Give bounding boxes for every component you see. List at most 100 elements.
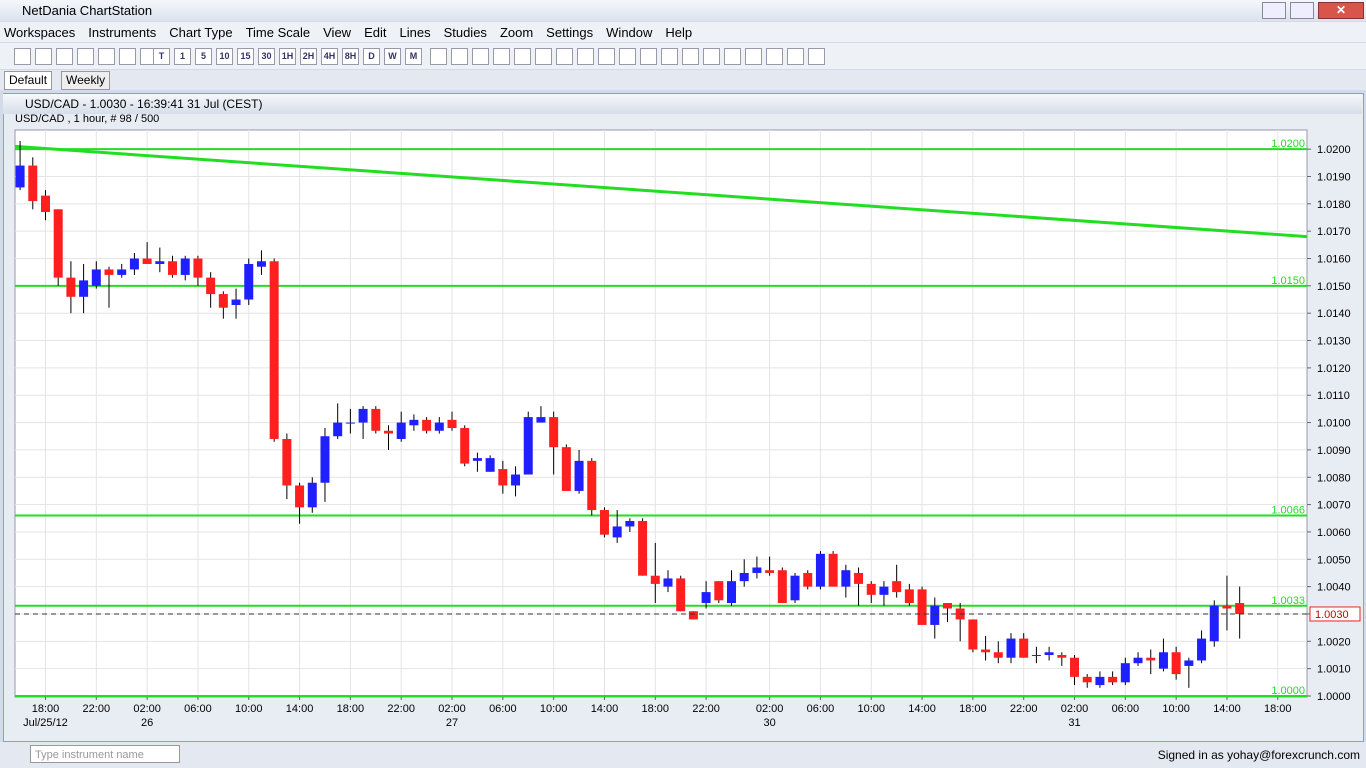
candle-body xyxy=(917,589,927,625)
period-button[interactable]: 4H xyxy=(321,48,338,65)
candle-body xyxy=(460,428,470,464)
candle-body xyxy=(383,430,393,434)
y-tick-label: 1.0140 xyxy=(1317,308,1351,320)
toolbar-icon[interactable] xyxy=(745,48,762,65)
menu-item[interactable]: Edit xyxy=(364,24,387,40)
x-tick-label: 18:00 xyxy=(959,703,987,715)
candle-body xyxy=(574,460,584,491)
toolbar-icon[interactable] xyxy=(724,48,741,65)
toolbar-icon[interactable] xyxy=(577,48,594,65)
period-button[interactable]: T xyxy=(153,48,170,65)
candle-body xyxy=(1146,657,1156,661)
x-tick-label: 10:00 xyxy=(235,703,263,715)
maximize-button[interactable] xyxy=(1290,2,1314,19)
menu-item[interactable]: View xyxy=(323,24,352,40)
toolbar-icon[interactable] xyxy=(77,48,94,65)
toolbar-icon[interactable] xyxy=(787,48,804,65)
chart: USD/CAD , 1 hour, # 98 / 500 1.0000 1.001… xyxy=(14,113,1361,729)
chart-subtitle: USD/CAD , 1 hour, # 98 / 500 xyxy=(15,113,159,125)
period-button[interactable]: 5 xyxy=(195,48,212,65)
candle-body xyxy=(828,553,838,587)
toolbar-icon[interactable] xyxy=(640,48,657,65)
candle-body xyxy=(1031,654,1041,656)
candle-body xyxy=(396,422,406,439)
x-tick-label: 18:00 xyxy=(1264,703,1292,715)
y-tick-label: 1.0010 xyxy=(1317,664,1351,676)
candle-body xyxy=(117,269,127,275)
status-bar: Type instrument name Signed in as yohay@… xyxy=(0,742,1366,768)
candle-body xyxy=(892,581,902,593)
toolbar-icon[interactable] xyxy=(619,48,636,65)
minimize-button[interactable] xyxy=(1262,2,1286,19)
candle-body xyxy=(142,258,152,264)
toolbar-icon[interactable] xyxy=(98,48,115,65)
menu-item[interactable]: Settings xyxy=(546,24,594,40)
toolbar-icon[interactable] xyxy=(556,48,573,65)
period-button[interactable]: M xyxy=(405,48,422,65)
period-button[interactable]: 10 xyxy=(216,48,233,65)
y-tick-label: 1.0110 xyxy=(1317,390,1350,402)
period-button[interactable]: 15 xyxy=(237,48,254,65)
menu-item[interactable]: Chart Type xyxy=(169,24,233,40)
candle-body xyxy=(790,575,800,601)
menu-item[interactable]: Instruments xyxy=(88,24,157,40)
candle-body xyxy=(879,586,889,595)
title-bar: NetDania ChartStation ✕ xyxy=(0,0,1366,21)
candle-body xyxy=(422,419,432,431)
toolbar-icon[interactable] xyxy=(14,48,31,65)
x-date-label: 27 xyxy=(446,717,458,729)
last-price-label: 1.0030 xyxy=(1315,609,1349,621)
plot-area xyxy=(14,129,1308,698)
candle-body xyxy=(993,652,1003,658)
toolbar-icon[interactable] xyxy=(514,48,531,65)
menu-item[interactable]: Workspaces xyxy=(4,24,76,40)
toolbar-icon[interactable] xyxy=(766,48,783,65)
tab[interactable]: Weekly xyxy=(61,71,111,90)
toolbar-icon[interactable] xyxy=(472,48,489,65)
tab[interactable]: Default xyxy=(4,71,53,90)
period-button[interactable]: 1 xyxy=(174,48,191,65)
candle-body xyxy=(612,526,622,538)
candle-body xyxy=(663,578,673,587)
x-date-label: 30 xyxy=(763,717,775,729)
x-tick-label: 14:00 xyxy=(908,703,936,715)
period-button[interactable]: 8H xyxy=(342,48,359,65)
close-button[interactable]: ✕ xyxy=(1318,2,1364,19)
candle-body xyxy=(676,578,686,612)
toolbar-icon[interactable] xyxy=(535,48,552,65)
menu-item[interactable]: Help xyxy=(665,24,693,40)
toolbar-icon[interactable] xyxy=(35,48,52,65)
period-button[interactable]: D xyxy=(363,48,380,65)
x-tick-label: 22:00 xyxy=(1010,703,1038,715)
y-tick-label: 1.0150 xyxy=(1317,281,1351,293)
period-button[interactable]: W xyxy=(384,48,401,65)
toolbar-icon[interactable] xyxy=(56,48,73,65)
candle-body xyxy=(371,408,381,431)
toolbar-icon[interactable] xyxy=(808,48,825,65)
toolbar-icon[interactable] xyxy=(703,48,720,65)
period-button[interactable]: 2H xyxy=(300,48,317,65)
chart-window-title-bar: USD/CAD - 1.0030 - 16:39:41 31 Jul (CEST… xyxy=(3,94,1362,114)
toolbar-icon[interactable] xyxy=(661,48,678,65)
candle-body xyxy=(587,460,597,511)
period-button[interactable]: 30 xyxy=(258,48,275,65)
toolbar-icon[interactable] xyxy=(430,48,447,65)
status-text: Signed in as yohay@forexcrunch.com xyxy=(1157,748,1360,762)
candle-body xyxy=(714,581,724,601)
instrument-input[interactable]: Type instrument name xyxy=(30,745,180,763)
menu-item[interactable]: Window xyxy=(606,24,653,40)
y-tick-label: 1.0200 xyxy=(1317,144,1351,156)
menu-item[interactable]: Studies xyxy=(443,24,487,40)
menu-item[interactable]: Zoom xyxy=(499,24,534,40)
x-tick-label: 10:00 xyxy=(540,703,568,715)
toolbar-icon[interactable] xyxy=(119,48,136,65)
toolbar-icon[interactable] xyxy=(451,48,468,65)
toolbar-icon[interactable] xyxy=(682,48,699,65)
menu-item[interactable]: Time Scale xyxy=(245,24,311,40)
candle-body xyxy=(1120,663,1130,683)
y-tick-label: 1.0180 xyxy=(1317,199,1351,211)
period-button[interactable]: 1H xyxy=(279,48,296,65)
menu-item[interactable]: Lines xyxy=(399,24,431,40)
toolbar-icon[interactable] xyxy=(598,48,615,65)
toolbar-icon[interactable] xyxy=(493,48,510,65)
